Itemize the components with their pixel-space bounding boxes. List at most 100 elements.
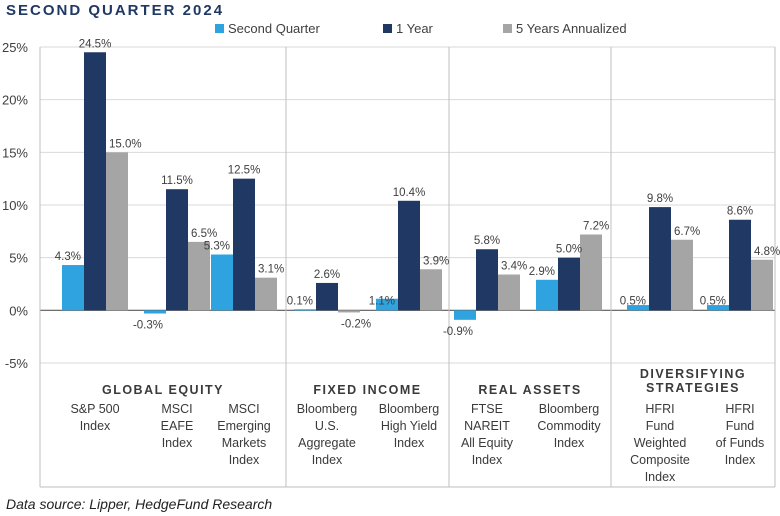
legend-entry: 1 Year (396, 21, 434, 36)
one-year-bar (84, 52, 106, 311)
category-label: U.S. (315, 419, 339, 433)
one-year-value-label: 24.5% (79, 38, 112, 50)
category-label: Composite (630, 453, 690, 467)
category-label: Aggregate (298, 436, 356, 450)
category-label: Markets (222, 436, 266, 450)
second-quarter-value-label: 0.1% (287, 295, 313, 307)
second-quarter-bar (536, 279, 558, 311)
five-year-bar (188, 241, 210, 311)
five-year-bar (338, 310, 360, 313)
category-label: Weighted (634, 436, 687, 450)
category-label: Index (472, 453, 503, 467)
category-label: Index (554, 436, 585, 450)
one-year-bar (233, 178, 255, 311)
one-year-bar (316, 282, 338, 311)
category-label: High Yield (381, 419, 437, 433)
category-label: EAFE (161, 419, 194, 433)
y-tick-label: 20% (2, 93, 28, 108)
five-year-bar (580, 234, 602, 311)
category-label: Emerging (217, 419, 271, 433)
one-year-value-label: 12.5% (228, 165, 261, 177)
five-year-value-label: 7.2% (583, 220, 609, 232)
second-quarter-value-label: 4.3% (55, 251, 81, 263)
five-year-bar (420, 269, 442, 311)
one-year-bar (476, 249, 498, 311)
category-label: Index (645, 470, 676, 484)
category-label: Index (394, 436, 425, 450)
one-year-value-label: 8.6% (727, 206, 753, 218)
second-quarter-bar (376, 298, 398, 311)
one-year-value-label: 9.8% (647, 193, 673, 205)
five-year-value-label: 15.0% (109, 138, 142, 150)
category-label: Index (80, 419, 111, 433)
category-label: of Funds (716, 436, 765, 450)
second-quarter-bar (707, 305, 729, 311)
one-year-bar (166, 189, 188, 311)
one-year-value-label: 5.8% (474, 235, 500, 247)
group-title: DIVERSIFYING (640, 367, 746, 381)
legend-entry: Second Quarter (228, 21, 320, 36)
category-label: Index (162, 436, 193, 450)
five-year-bar (671, 239, 693, 311)
group-title: FIXED INCOME (313, 383, 421, 397)
category-label: NAREIT (464, 419, 510, 433)
legend-swatch (383, 24, 392, 33)
second-quarter-bar (211, 254, 233, 311)
chart-title: SECOND QUARTER 2024 (6, 2, 225, 19)
five-year-bar (751, 259, 773, 311)
group-title: GLOBAL EQUITY (102, 383, 224, 397)
category-label: HFRI (645, 402, 674, 416)
one-year-value-label: 2.6% (314, 269, 340, 281)
one-year-value-label: 5.0% (556, 244, 582, 256)
five-year-value-label: -0.2% (341, 318, 371, 330)
second-quarter-value-label: 1.1% (369, 295, 395, 307)
category-label: HFRI (725, 402, 754, 416)
legend-entry: 5 Years Annualized (516, 21, 627, 36)
category-label: Fund (726, 419, 755, 433)
second-quarter-value-label: 0.5% (620, 295, 646, 307)
category-label: FTSE (471, 402, 503, 416)
one-year-bar (649, 207, 671, 311)
second-quarter-value-label: 5.3% (204, 241, 230, 253)
one-year-value-label: 11.5% (161, 175, 193, 187)
five-year-value-label: 3.9% (423, 255, 449, 267)
five-year-bar (106, 152, 128, 311)
legend-swatch (503, 24, 512, 33)
y-tick-label: 5% (9, 251, 28, 266)
group-title: STRATEGIES (646, 381, 740, 395)
y-tick-label: 25% (2, 40, 28, 55)
one-year-bar (398, 200, 420, 311)
five-year-bar (498, 274, 520, 311)
five-year-value-label: 4.8% (754, 246, 780, 258)
category-label: All Equity (461, 436, 514, 450)
five-year-bar (255, 277, 277, 311)
category-label: Index (229, 453, 260, 467)
second-quarter-bar (627, 305, 649, 311)
second-quarter-bar (294, 309, 316, 311)
second-quarter-bar (144, 310, 166, 314)
category-label: MSCI (161, 402, 192, 416)
one-year-bar (729, 219, 751, 311)
y-tick-label: 15% (2, 145, 28, 160)
y-tick-label: 10% (2, 198, 28, 213)
second-quarter-value-label: -0.3% (133, 319, 163, 331)
data-source-note: Data source: Lipper, HedgeFund Research (6, 496, 273, 512)
five-year-value-label: 6.7% (674, 226, 700, 238)
category-label: Bloomberg (379, 402, 439, 416)
one-year-bar (558, 257, 580, 311)
category-label: Bloomberg (539, 402, 599, 416)
one-year-value-label: 10.4% (393, 187, 426, 199)
group-title: REAL ASSETS (478, 383, 581, 397)
legend-swatch (215, 24, 224, 33)
five-year-value-label: 3.4% (501, 261, 527, 273)
second-quarter-value-label: 2.9% (529, 266, 555, 278)
category-label: Commodity (537, 419, 601, 433)
category-label: S&P 500 (70, 402, 119, 416)
category-label: Fund (646, 419, 675, 433)
y-tick-label: 0% (9, 303, 28, 318)
second-quarter-bar (454, 310, 476, 320)
y-tick-label: -5% (5, 356, 29, 371)
category-label: Bloomberg (297, 402, 357, 416)
second-quarter-value-label: -0.9% (443, 326, 473, 338)
